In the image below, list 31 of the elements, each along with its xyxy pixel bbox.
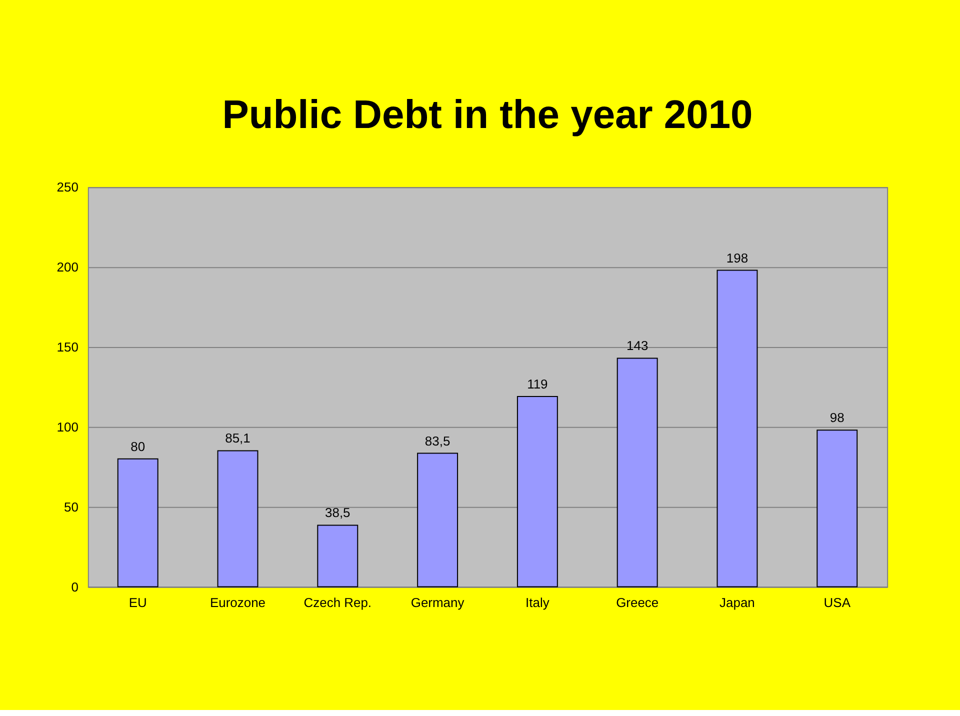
x-tick-label: USA xyxy=(824,595,851,610)
bar xyxy=(317,524,358,588)
bar xyxy=(816,430,858,588)
x-tick-label: Czech Rep. xyxy=(304,595,372,610)
bar xyxy=(117,458,158,588)
data-label: 98 xyxy=(830,410,844,426)
data-label: 83,5 xyxy=(424,433,450,448)
y-tick-label: 0 xyxy=(71,579,78,594)
data-label: 38,5 xyxy=(325,505,350,520)
y-tick-label: 150 xyxy=(56,340,78,355)
x-tick-label: Eurozone xyxy=(210,595,266,610)
x-tick-label: Germany xyxy=(410,595,465,610)
bar xyxy=(516,396,558,588)
x-tick-label: Italy xyxy=(526,595,550,610)
chart-title: Public Debt in the year 2010 xyxy=(222,93,753,138)
data-label: 198 xyxy=(726,250,748,266)
x-tick-label: EU xyxy=(128,595,147,610)
data-label: 85,1 xyxy=(225,430,250,446)
x-tick-label: Japan xyxy=(720,595,755,610)
data-label: 119 xyxy=(527,376,548,392)
data-label: 80 xyxy=(130,438,146,454)
data-label: 143 xyxy=(626,338,648,354)
bar xyxy=(417,452,458,588)
bar xyxy=(616,358,658,588)
bar xyxy=(716,270,758,588)
y-tick-label: 100 xyxy=(56,419,78,434)
bar xyxy=(217,450,258,588)
x-tick-label: Greece xyxy=(616,595,659,610)
y-tick-label: 50 xyxy=(64,499,78,514)
y-tick-label: 200 xyxy=(56,260,78,275)
y-tick-label: 250 xyxy=(56,180,78,195)
